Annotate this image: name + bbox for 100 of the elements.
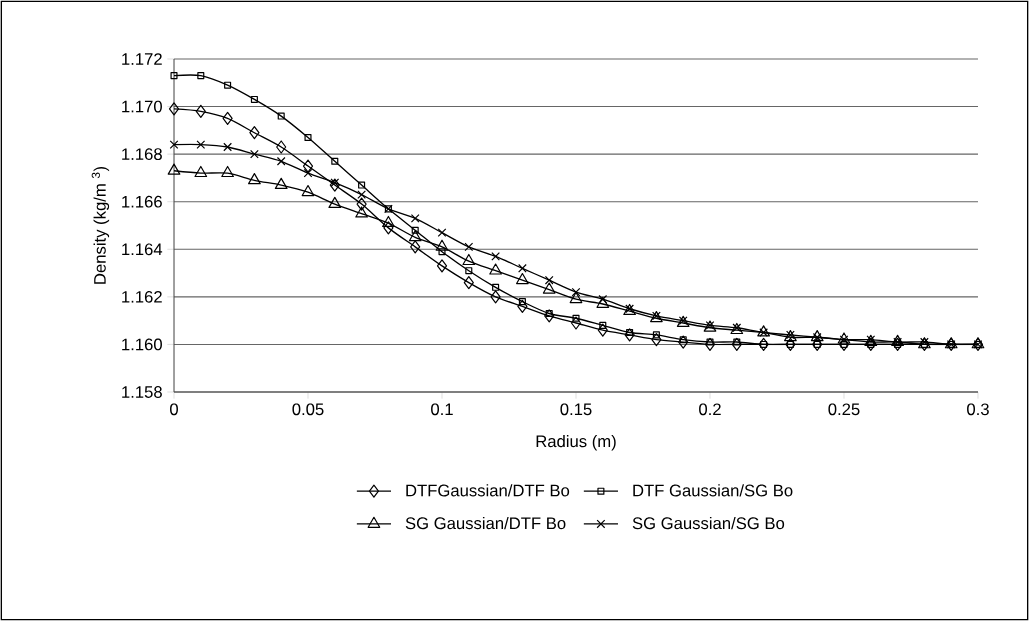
point — [170, 72, 178, 80]
point — [733, 338, 741, 346]
x-tick-label: 0.15 — [560, 403, 592, 416]
point — [786, 340, 794, 348]
point — [197, 72, 205, 80]
point — [598, 294, 608, 304]
point — [571, 287, 581, 297]
point — [302, 159, 314, 173]
point — [518, 263, 527, 273]
point — [196, 140, 206, 149]
x-tick-label: 0.3 — [967, 403, 989, 416]
point — [383, 221, 394, 235]
y-axis-title: Density (kg/m $^{3}$) — [91, 166, 110, 284]
point — [651, 333, 662, 347]
x-tick-label: 0.1 — [431, 403, 453, 416]
y-tick-label: 1.162 — [122, 290, 162, 303]
point — [250, 149, 259, 159]
point — [544, 275, 554, 285]
point — [545, 309, 553, 318]
point — [435, 239, 449, 251]
point — [222, 111, 233, 126]
point — [169, 140, 179, 149]
y-tick-label: 1.164 — [122, 243, 163, 256]
y-tick-label: 1.170 — [122, 100, 162, 113]
point — [223, 142, 232, 152]
point — [355, 206, 368, 218]
point — [328, 196, 342, 209]
point — [731, 337, 742, 352]
point — [195, 104, 206, 118]
point — [303, 168, 313, 178]
point — [462, 253, 476, 266]
point — [248, 173, 261, 185]
point — [276, 156, 286, 166]
point — [679, 336, 687, 344]
point — [411, 226, 419, 234]
point — [544, 309, 555, 323]
point — [489, 263, 502, 275]
point — [194, 165, 208, 178]
point — [678, 335, 689, 349]
point — [224, 81, 232, 89]
point — [274, 177, 288, 189]
point — [572, 314, 580, 322]
point — [516, 272, 529, 285]
point — [812, 337, 823, 352]
point — [331, 157, 339, 165]
point — [277, 112, 285, 120]
point — [410, 240, 421, 254]
legend-label: DTF Gaussian/SG Bo — [633, 484, 793, 497]
point — [517, 299, 528, 313]
point — [704, 337, 716, 352]
point — [569, 291, 583, 304]
point — [760, 340, 768, 348]
point — [329, 178, 340, 192]
x-tick-label: 0.05 — [292, 403, 324, 416]
legend-label: SG Gaussian/SG Bo — [632, 516, 785, 530]
point — [408, 230, 422, 242]
point — [301, 184, 315, 197]
y-tick-label: 1.168 — [122, 148, 162, 161]
point — [596, 296, 610, 308]
point — [542, 282, 556, 294]
point — [438, 248, 446, 256]
point — [221, 165, 234, 178]
y-tick-label: 1.158 — [122, 386, 162, 398]
y-tick-label: 1.160 — [122, 338, 162, 351]
x-tick-label: 0.2 — [699, 403, 721, 416]
legend-label: SG Gaussian/DTF Bo — [405, 516, 566, 530]
point — [491, 252, 500, 261]
point — [706, 338, 714, 346]
point — [518, 298, 526, 306]
legend-label: DTFGaussian/DTF Bo — [406, 484, 570, 497]
point — [465, 267, 473, 275]
point — [167, 163, 181, 175]
point — [597, 323, 608, 337]
point — [626, 328, 634, 337]
x-tick-label: 0.25 — [828, 403, 860, 416]
y-tick-label: 1.166 — [122, 195, 162, 208]
point — [249, 126, 260, 140]
point — [437, 228, 447, 237]
point — [358, 181, 366, 189]
point — [356, 197, 367, 211]
point — [330, 178, 340, 188]
point — [758, 337, 769, 352]
x-axis-title: Radius (m) — [536, 434, 616, 451]
point — [785, 337, 796, 352]
point — [250, 95, 258, 103]
y-tick-label: 1.172 — [122, 53, 162, 65]
point — [813, 340, 821, 348]
point — [304, 133, 312, 142]
point — [652, 331, 660, 339]
point — [382, 215, 395, 228]
point — [463, 275, 474, 290]
x-tick-label: 0 — [170, 403, 178, 416]
point — [168, 102, 180, 116]
point — [410, 213, 420, 223]
point — [276, 140, 287, 154]
point — [436, 259, 448, 273]
point — [570, 316, 582, 330]
point — [599, 321, 607, 329]
point — [464, 242, 474, 252]
point — [357, 190, 366, 199]
